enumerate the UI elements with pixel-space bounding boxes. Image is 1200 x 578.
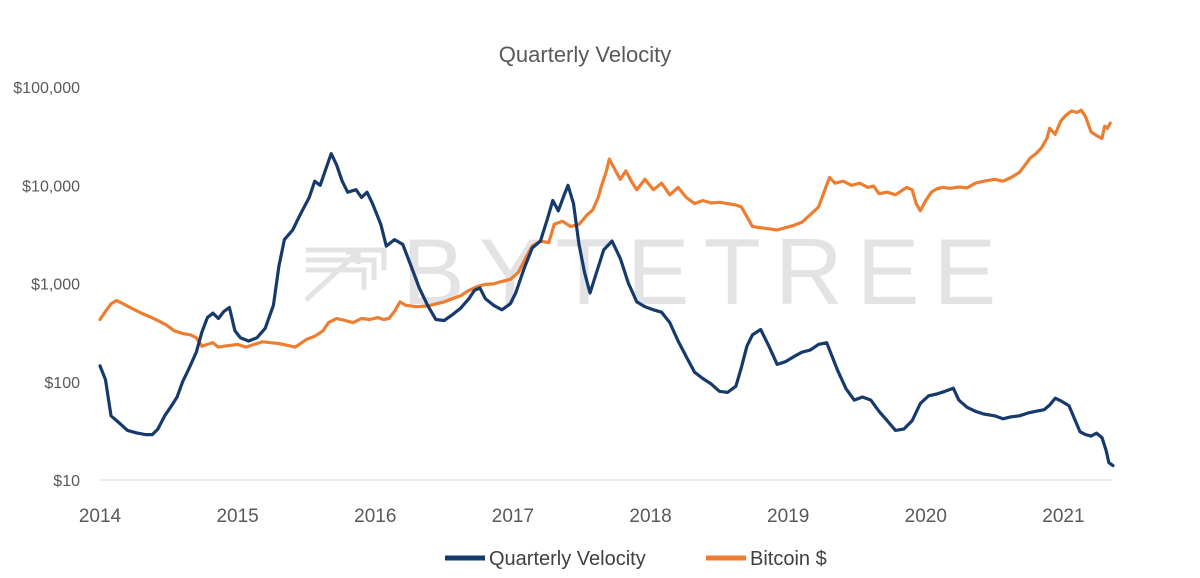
bytetree-watermark: BYTETREE <box>304 219 1010 324</box>
legend-label-bitcoin: Bitcoin $ <box>750 548 827 570</box>
x-tick-label: 2021 <box>1042 506 1084 527</box>
series-line-bitcoin <box>98 108 1112 349</box>
y-tick-label: $100 <box>44 375 80 392</box>
y-tick-label: $10,000 <box>22 178 80 195</box>
chart-title: Quarterly Velocity <box>499 42 671 67</box>
legend-item-bitcoin: Bitcoin $ <box>706 548 827 570</box>
legend-item-quarterly-velocity: Quarterly Velocity <box>445 548 646 570</box>
legend: Quarterly Velocity Bitcoin $ <box>445 548 827 570</box>
watermark-text: BYTETREE <box>402 219 1010 324</box>
x-tick-label: 2015 <box>216 506 258 527</box>
x-tick-label: 2014 <box>79 506 122 527</box>
y-tick-label: $1,000 <box>31 277 80 294</box>
bytetree-logo-icon <box>304 247 387 302</box>
legend-label-quarterly-velocity: Quarterly Velocity <box>489 548 646 570</box>
y-axis: $100,000 $10,000 $1,000 $100 $10 <box>13 80 80 490</box>
x-tick-label: 2017 <box>492 506 534 527</box>
y-tick-label: $100,000 <box>13 80 80 97</box>
x-tick-label: 2016 <box>354 506 396 527</box>
x-tick-label: 2019 <box>767 506 809 527</box>
series-line-quarterly-velocity <box>98 152 1115 468</box>
series-layer <box>98 108 1115 468</box>
y-tick-label: $10 <box>53 473 80 490</box>
x-tick-label: 2020 <box>905 506 947 527</box>
x-tick-label: 2018 <box>629 506 671 527</box>
x-axis: 2014 2015 2016 2017 2018 2019 2020 2021 <box>79 506 1085 527</box>
